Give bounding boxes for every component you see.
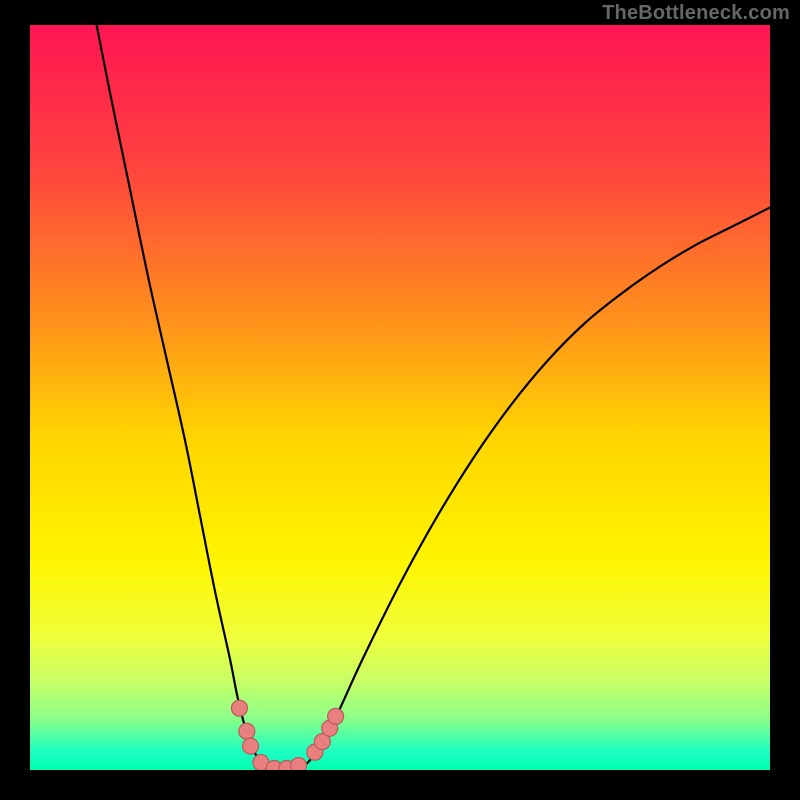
- data-marker: [239, 723, 255, 739]
- data-marker: [231, 700, 247, 716]
- data-marker: [243, 738, 259, 754]
- bottleneck-chart: [0, 0, 800, 800]
- chart-frame: TheBottleneck.com: [0, 0, 800, 800]
- watermark-text: TheBottleneck.com: [602, 2, 790, 25]
- plot-background: [30, 25, 770, 770]
- data-marker: [328, 708, 344, 724]
